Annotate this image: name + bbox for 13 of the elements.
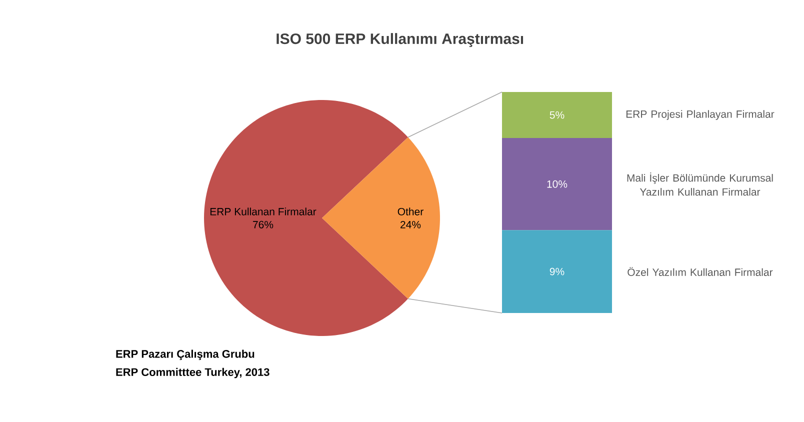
text: ERP Pazarı Çalışma Grubu — [116, 350, 254, 360]
text: ERP Committtee Turkey, 2013 — [116, 368, 270, 378]
series-label: ERP Projesi Planlayan Firmalar — [626, 110, 774, 120]
data-label: 76% — [253, 220, 274, 228]
data-label: 24% — [400, 220, 421, 228]
chart-title: ISO 500 ERP Kullanımı Araştırması — [276, 33, 524, 48]
series-label: Özel Yazılım Kullanan Firmalar — [628, 267, 773, 276]
data-label: 9% — [550, 268, 564, 276]
data-label: 5% — [550, 111, 564, 119]
series-label: Mali İşler Bölümünde Kurumsal Yazılım Kullanan Firmalar — [627, 172, 773, 196]
slice-label: ERP Kullanan Firmalar — [210, 208, 316, 216]
slice-label: Other — [398, 208, 424, 216]
data-label: 10% — [547, 180, 568, 188]
